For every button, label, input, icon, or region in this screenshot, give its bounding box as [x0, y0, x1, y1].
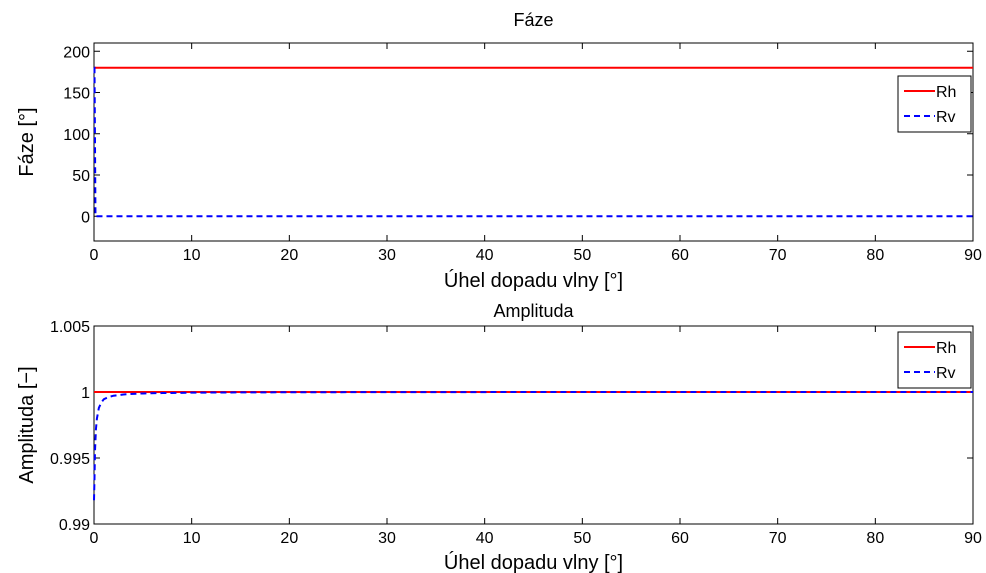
x-tick-label: 50 [573, 247, 591, 264]
legend-label-rh: Rh [936, 340, 956, 357]
legend-box [897, 331, 972, 389]
y-axis-label: Fáze [°] [16, 107, 38, 176]
x-tick-label: 40 [476, 247, 494, 264]
y-tick-label: 200 [63, 44, 90, 61]
x-tick-label: 20 [280, 247, 298, 264]
x-tick-label: 20 [280, 530, 298, 547]
y-tick-label: 150 [63, 86, 90, 103]
chart-title: Amplituda [493, 301, 574, 321]
y-tick-label: 50 [72, 168, 90, 185]
x-axis-label: Úhel dopadu vlny [°] [444, 269, 623, 292]
phase-chart: 0 10 20 30 40 50 60 70 80 90 0 50 100 150 200 Fáze Úhel … [16, 10, 982, 292]
y-tick-label: 0.995 [50, 451, 90, 468]
x-tick-label: 70 [769, 530, 787, 547]
x-tick-label: 40 [476, 530, 494, 547]
plot-area [93, 42, 974, 242]
x-axis-label: Úhel dopadu vlny [°] [444, 551, 623, 573]
plot-area [93, 325, 974, 525]
x-tick-label: 30 [378, 530, 396, 547]
y-tick-label: 100 [63, 127, 90, 144]
legend-box [897, 75, 972, 133]
y-tick-label: 1 [81, 385, 90, 402]
x-tick-label: 30 [378, 247, 396, 264]
chart-title: Fáze [513, 10, 553, 30]
legend: Rh Rv [897, 331, 972, 389]
amplitude-chart: 0 10 20 30 40 50 60 70 80 90 0.99 0.995 1 1.005 Amplit… [16, 301, 982, 573]
x-tick-label: 0 [90, 247, 99, 264]
x-tick-label: 10 [183, 530, 201, 547]
y-tick-label: 1.005 [50, 319, 90, 336]
legend-label-rv: Rv [936, 109, 956, 126]
x-tick-label: 0 [90, 530, 99, 547]
x-tick-label: 90 [964, 247, 982, 264]
x-tick-label: 90 [964, 530, 982, 547]
series-line-rv [93, 66, 973, 218]
x-tick-label: 70 [769, 247, 787, 264]
y-axis-label: Amplituda [−] [16, 366, 38, 483]
y-tick-label: 0 [81, 209, 90, 226]
x-tick-label: 60 [671, 530, 689, 547]
x-tick-label: 60 [671, 247, 689, 264]
legend-label-rv: Rv [936, 365, 956, 382]
x-tick-label: 80 [866, 530, 884, 547]
legend: Rh Rv [897, 75, 972, 133]
y-tick-label: 0.99 [59, 517, 90, 534]
legend-label-rh: Rh [936, 84, 956, 101]
series-line-rv [93, 391, 973, 501]
x-tick-label: 10 [183, 247, 201, 264]
x-tick-label: 80 [866, 247, 884, 264]
x-tick-label: 50 [573, 530, 591, 547]
